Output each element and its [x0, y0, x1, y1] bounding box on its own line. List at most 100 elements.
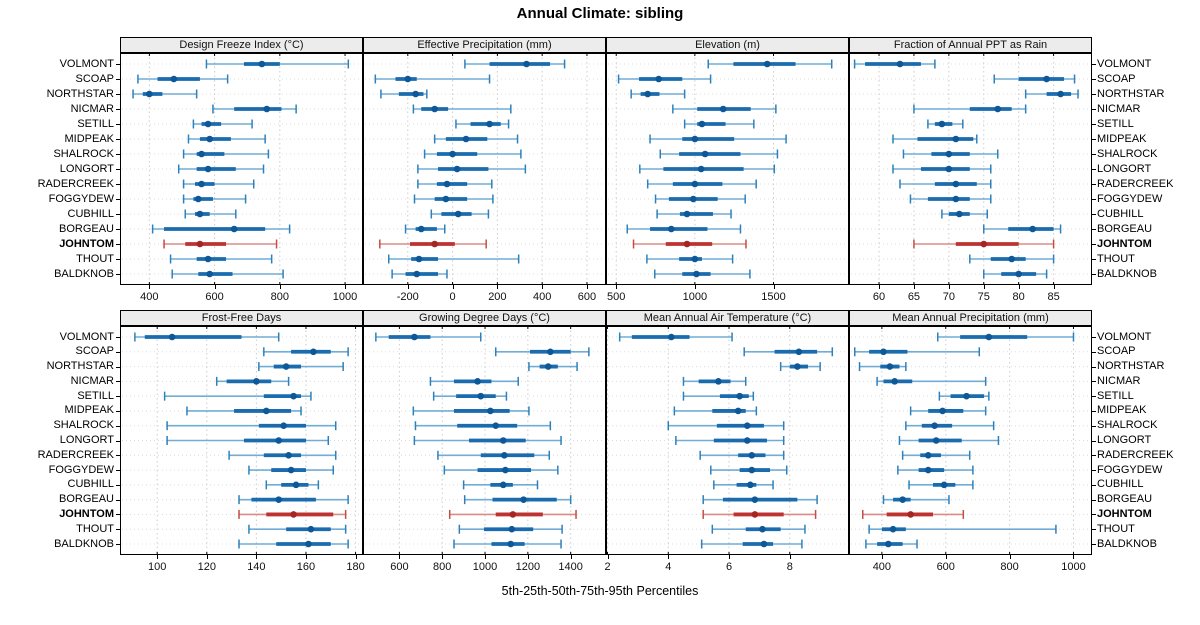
site-label-left-cubhill: CUBHILL	[67, 478, 114, 491]
median-dot	[743, 437, 751, 444]
median-dot	[262, 407, 270, 415]
site-label-right-cubhill: CUBHILL	[1097, 478, 1144, 491]
median-dot	[415, 255, 423, 263]
site-label-left-shalrock: SHALROCK	[53, 147, 114, 160]
median-dot	[487, 407, 494, 415]
x-tick-mark	[789, 555, 791, 559]
median-dot	[751, 511, 759, 518]
median-dot	[168, 333, 176, 341]
site-label-left-thout: THOUT	[76, 252, 114, 265]
median-dot	[683, 240, 691, 248]
panel-design-freeze-index-c	[120, 53, 363, 285]
median-dot	[413, 270, 421, 278]
median-dot	[477, 392, 485, 400]
row-tick-mark	[116, 244, 120, 245]
x-tick-label: 1000	[472, 561, 498, 573]
x-tick-mark	[983, 285, 985, 289]
row-tick-mark	[1092, 425, 1096, 427]
panel-growing-degree-days-c	[363, 326, 606, 555]
median-dot	[698, 120, 706, 128]
row-tick-mark	[1092, 244, 1096, 245]
median-dot	[932, 437, 940, 444]
x-tick-mark	[586, 285, 588, 289]
row-tick-mark	[1092, 337, 1096, 338]
x-tick-mark	[497, 285, 499, 289]
median-dot	[258, 60, 266, 68]
site-label-left-volmont: VOLMONT	[59, 57, 114, 70]
x-tick-mark	[305, 555, 307, 559]
x-tick-label: 600	[577, 291, 597, 303]
row-tick-mark	[116, 484, 120, 486]
row-tick-mark	[1092, 169, 1096, 170]
median-dot	[794, 363, 801, 370]
site-label-left-longort: LONGORT	[59, 162, 114, 175]
site-label-right-nicmar: NICMAR	[1097, 374, 1141, 387]
median-dot	[691, 180, 699, 188]
x-tick-label: 160	[296, 561, 316, 573]
site-label-right-radercreek: RADERCREEK	[1097, 448, 1174, 461]
median-dot	[691, 135, 699, 143]
row-tick-mark	[116, 366, 120, 368]
median-dot	[204, 165, 212, 173]
row-tick-mark	[1092, 229, 1096, 230]
row-tick-mark	[116, 425, 120, 427]
median-dot	[896, 60, 904, 68]
site-label-right-shalrock: SHALROCK	[1097, 419, 1158, 432]
x-tick-label: 180	[346, 561, 365, 573]
median-dot	[956, 210, 963, 218]
site-label-right-johntom: JOHNTOM	[1097, 237, 1152, 250]
median-dot	[891, 378, 898, 385]
median-dot	[194, 195, 202, 203]
median-dot	[924, 451, 932, 459]
x-tick-mark	[607, 555, 609, 559]
row-tick-mark	[116, 154, 120, 155]
median-dot	[734, 407, 742, 415]
site-label-left-setill: SETILL	[77, 117, 114, 130]
x-tick-label: 1500	[761, 291, 786, 303]
site-label-right-scoap: SCOAP	[1097, 345, 1136, 358]
median-dot	[310, 348, 317, 356]
row-tick-mark	[116, 529, 120, 531]
median-dot	[743, 422, 751, 430]
x-tick-mark	[256, 555, 258, 559]
x-tick-label: 200	[488, 291, 507, 303]
median-dot	[196, 240, 204, 248]
median-dot	[985, 333, 993, 341]
median-dot	[746, 481, 754, 489]
median-dot	[945, 165, 953, 173]
median-dot	[940, 481, 948, 489]
row-tick-mark	[1092, 470, 1096, 472]
x-tick-label: 85	[1047, 291, 1060, 303]
median-dot	[668, 333, 675, 341]
site-label-right-foggydew: FOGGYDEW	[1097, 463, 1163, 476]
site-label-right-midpeak: MIDPEAK	[1097, 404, 1147, 417]
row-tick-mark	[116, 396, 120, 398]
median-dot	[431, 105, 438, 113]
panel-strip-mean-annual-air-temperature-c: Mean Annual Air Temperature (°C)	[606, 310, 849, 326]
row-tick-mark	[116, 470, 120, 472]
median-dot	[453, 165, 461, 173]
median-dot	[417, 225, 425, 233]
median-dot	[280, 422, 287, 430]
median-dot	[275, 496, 282, 503]
row-tick-mark	[116, 184, 120, 185]
site-label-right-cubhill: CUBHILL	[1097, 207, 1144, 220]
site-label-left-midpeak: MIDPEAK	[64, 404, 114, 417]
median-dot	[507, 540, 515, 548]
median-dot	[547, 348, 554, 356]
median-dot	[693, 270, 700, 278]
median-dot	[715, 378, 722, 385]
median-dot	[499, 481, 507, 489]
median-dot	[748, 466, 756, 474]
panel-mean-annual-precipitation-mm	[849, 326, 1092, 555]
site-label-left-foggydew: FOGGYDEW	[48, 192, 114, 205]
median-dot	[287, 466, 295, 474]
row-tick-mark	[116, 229, 120, 230]
row-tick-mark	[1092, 199, 1096, 200]
chart-title: Annual Climate: sibling	[516, 5, 684, 22]
median-dot	[198, 180, 205, 188]
row-tick-mark	[1092, 514, 1096, 516]
median-dot	[198, 150, 205, 158]
panel-fraction-of-annual-ppt-as-rain	[849, 53, 1092, 285]
